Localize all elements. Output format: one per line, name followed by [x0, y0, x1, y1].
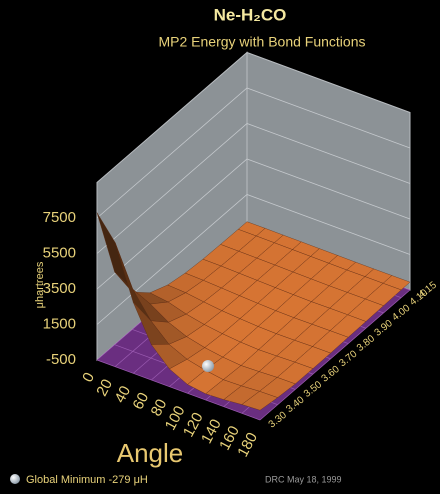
grid-line [96, 194, 411, 325]
surface [96, 212, 411, 411]
annotation: Global Minimum -279 μH [26, 474, 148, 486]
z-tick-label: 5500 [43, 244, 76, 261]
grid-line [96, 123, 411, 254]
credit: DRC May 18, 1999 [265, 474, 342, 484]
grid-line [96, 359, 261, 421]
z-axis-label: μhartrees [34, 261, 46, 308]
minimum-marker [202, 360, 214, 372]
surface-patch [241, 391, 279, 411]
walls [96, 51, 411, 362]
x-axis-label: Angle [117, 438, 184, 468]
z-tick-label: 7500 [43, 209, 76, 226]
x-tick-label: 80 [148, 396, 171, 419]
chart-subtitle: MP2 Energy with Bond Functions [159, 34, 366, 50]
grid-line [96, 87, 411, 219]
chart-title: Ne-H₂CO [214, 5, 287, 24]
grid-line [96, 158, 411, 290]
z-tick-label: -500 [46, 351, 76, 368]
z-tick-label: 1500 [43, 315, 76, 332]
x-tick-label: 20 [93, 376, 116, 399]
legend-icon [10, 474, 20, 484]
x-tick-label: 40 [111, 383, 134, 406]
z-tick-label: 3500 [43, 280, 76, 297]
x-tick-label: 60 [130, 390, 153, 413]
grid-line [259, 289, 411, 421]
